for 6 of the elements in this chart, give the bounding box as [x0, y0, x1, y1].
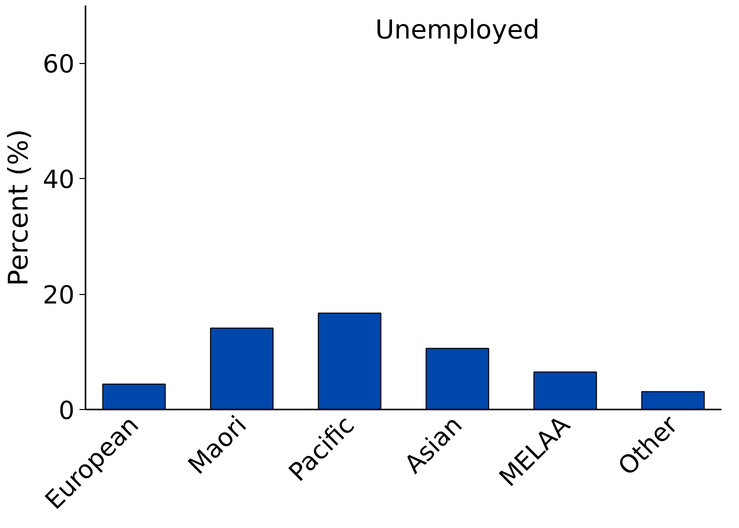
- chart-title: Unemployed: [375, 16, 540, 46]
- y-tick-label: 40: [42, 165, 74, 194]
- y-axis-title: Percent (%): [4, 129, 35, 286]
- y-tick-label: 60: [42, 50, 74, 79]
- y-tick-label: 20: [42, 280, 74, 310]
- y-tick-label: 0: [58, 396, 74, 425]
